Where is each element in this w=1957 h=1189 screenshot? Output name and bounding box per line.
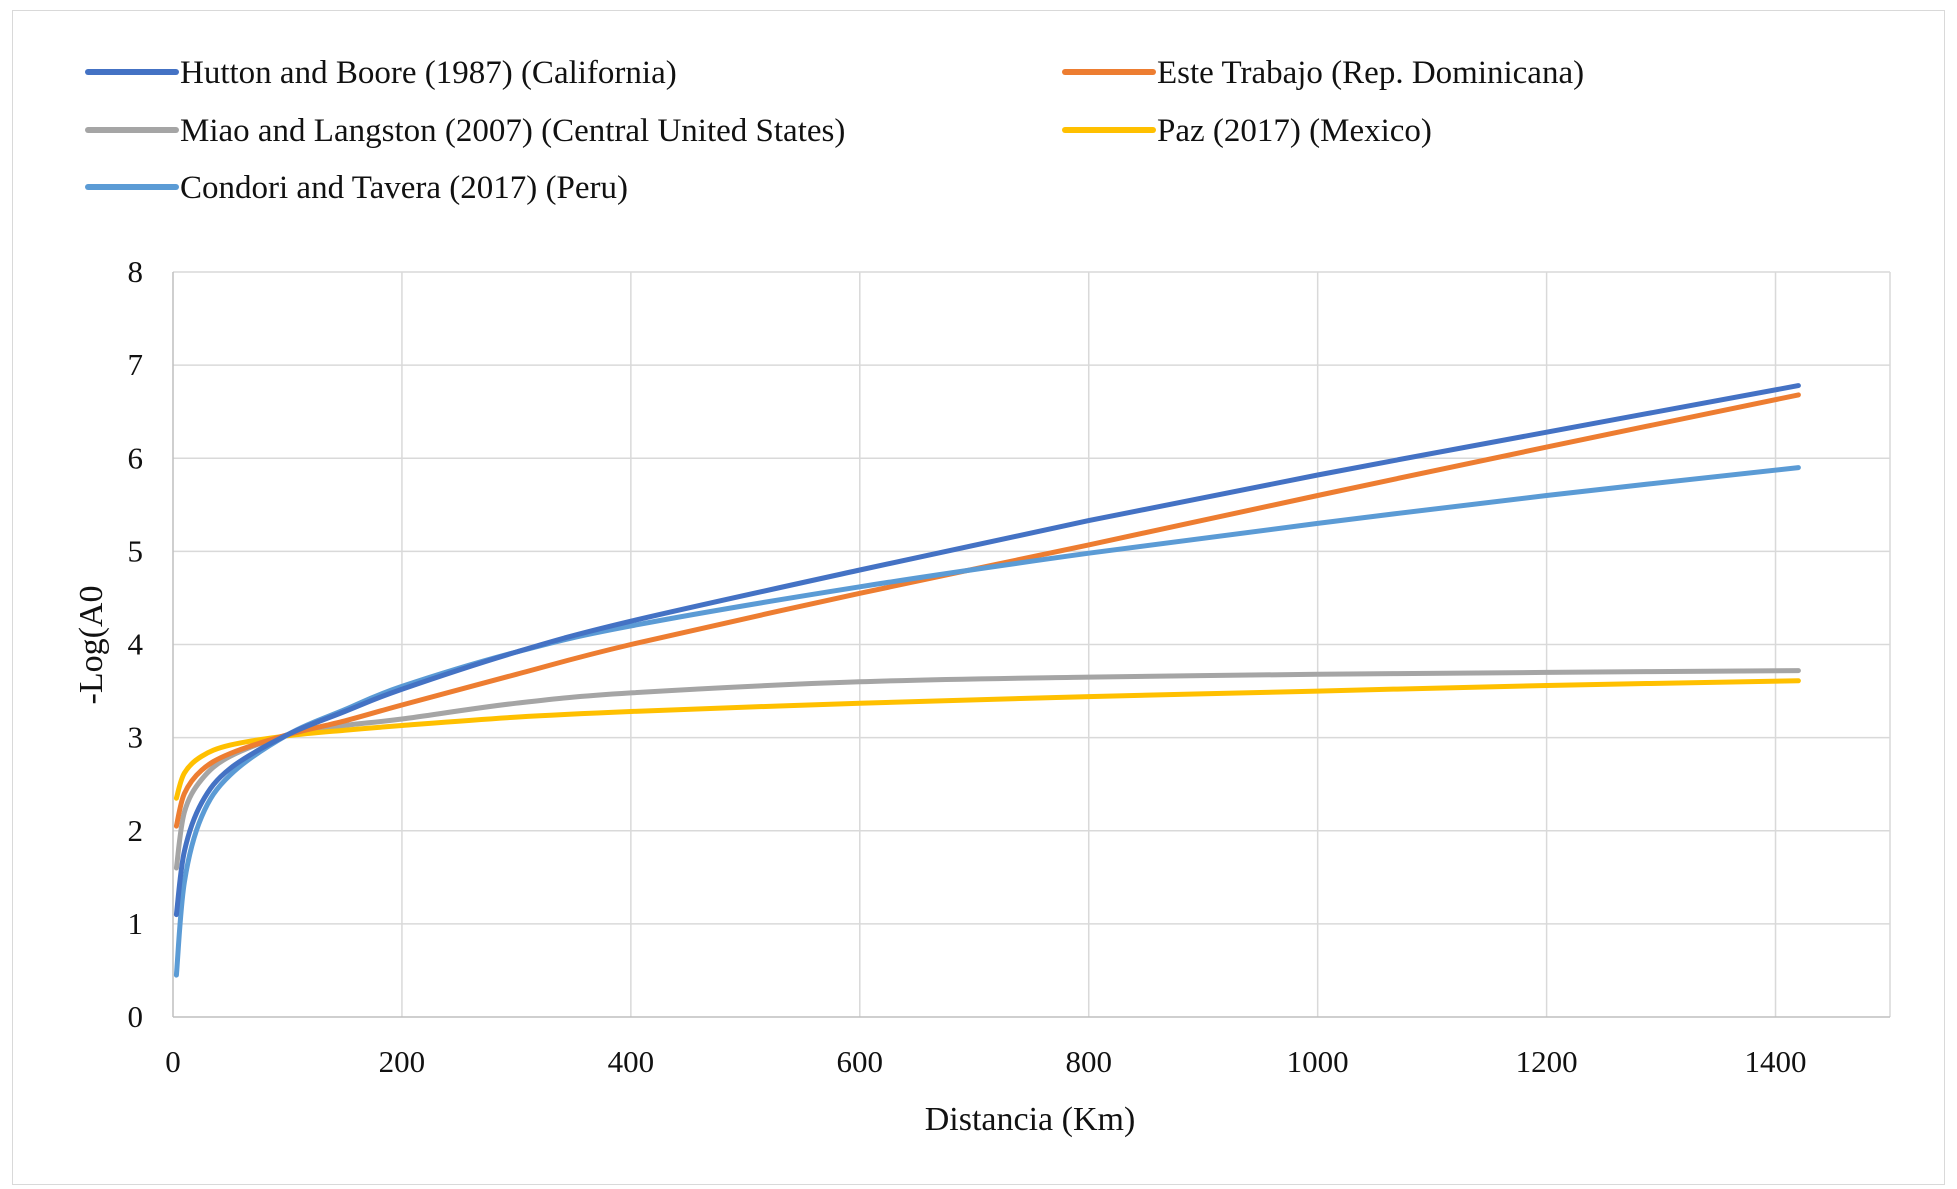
y-axis-title: -Log(A0 <box>73 586 110 705</box>
x-tick-label: 600 <box>837 1044 884 1079</box>
series-line-4 <box>173 465 1801 978</box>
legend-label: Paz (2017) (Mexico) <box>1157 113 1432 149</box>
series-line-2 <box>173 668 1801 871</box>
x-tick-label: 1400 <box>1745 1044 1807 1079</box>
y-tick-label: 5 <box>128 533 144 568</box>
y-tick-label: 7 <box>128 347 144 382</box>
chart-frame <box>12 10 1945 1185</box>
x-tick-label: 1000 <box>1287 1044 1349 1079</box>
series-line-1 <box>173 392 1801 829</box>
x-axis-title: Distancia (Km) <box>925 1101 1136 1138</box>
y-tick-label: 6 <box>128 440 144 475</box>
y-tick-label: 0 <box>128 999 144 1034</box>
legend-label: Este Trabajo (Rep. Dominicana) <box>1157 55 1584 91</box>
axes: 0 200 400 600 800 1000 1200 1400 0 1 2 3 4 5 6 7 8 <box>128 254 1890 1079</box>
y-tick-label: 3 <box>128 720 144 755</box>
gridlines <box>173 271 1891 1017</box>
x-tick-label: 200 <box>379 1044 426 1079</box>
series-line-0 <box>173 383 1801 918</box>
series-line-3 <box>173 678 1801 801</box>
series-lines <box>173 383 1801 978</box>
legend: Hutton and Boore (1987) (California) Este… <box>85 55 1584 206</box>
y-tick-label: 8 <box>128 254 144 289</box>
legend-label: Miao and Langston (2007) (Central United… <box>180 113 845 149</box>
x-tick-label: 800 <box>1065 1044 1112 1079</box>
x-tick-label: 1200 <box>1516 1044 1578 1079</box>
x-tick-label: 0 <box>165 1044 181 1079</box>
y-tick-label: 1 <box>128 906 144 941</box>
legend-label: Condori and Tavera (2017) (Peru) <box>180 170 628 206</box>
y-tick-label: 2 <box>128 813 144 848</box>
legend-label: Hutton and Boore (1987) (California) <box>180 55 677 91</box>
y-tick-label: 4 <box>128 627 144 662</box>
x-tick-label: 400 <box>608 1044 655 1079</box>
